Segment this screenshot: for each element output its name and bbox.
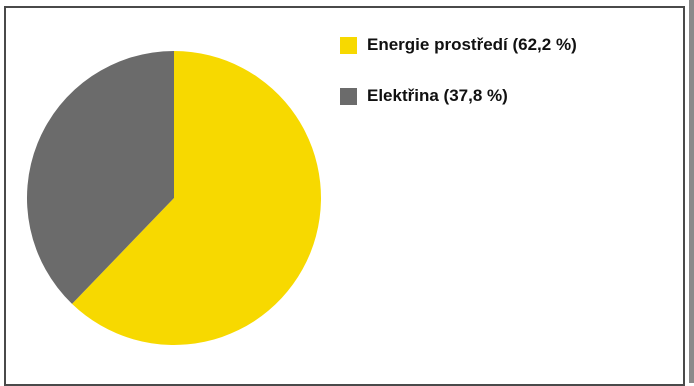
pie-slice-energie-prostredi xyxy=(72,51,321,346)
legend-label-elektrina: Elektřina (37,8 %) xyxy=(367,86,508,105)
pie-slice-elektrina xyxy=(26,50,174,304)
legend-label-energie-prostredi: Energie prostředí (62,2 %) xyxy=(367,35,577,54)
chart-legend: Energie prostředí (62,2 %) Elektřina (37… xyxy=(340,34,577,136)
legend-item-elektrina: Elektřina (37,8 %) xyxy=(340,85,577,107)
legend-item-energie-prostredi: Energie prostředí (62,2 %) xyxy=(340,34,577,56)
window-edge xyxy=(689,0,694,383)
legend-swatch-energie-prostredi xyxy=(340,36,357,54)
legend-swatch-elektrina xyxy=(340,87,357,105)
